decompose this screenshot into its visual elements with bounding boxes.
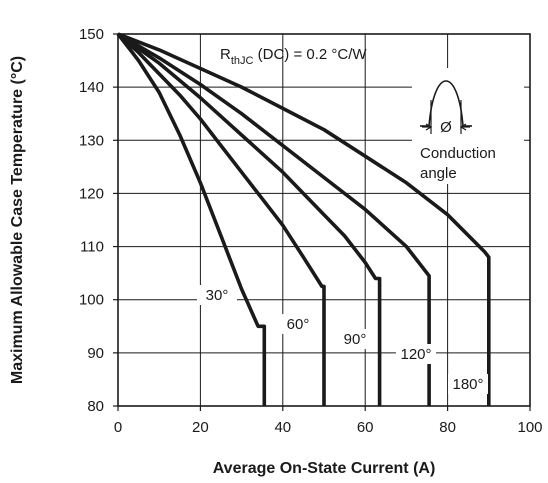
conduction-angle-inset: Ø Conduction angle	[412, 68, 524, 184]
x-tick-label: 20	[192, 419, 209, 436]
curve-label-1: 30°	[206, 287, 229, 304]
y-tick-label: 140	[79, 79, 104, 96]
series-layer	[116, 32, 491, 406]
series-line-3	[116, 32, 382, 406]
rthjc-main: R	[220, 46, 231, 63]
y-tick-label: 80	[87, 398, 104, 415]
y-axis-title: Maximum Allowable Case Temperature (°C)	[9, 56, 26, 384]
x-tick-label: 60	[357, 419, 374, 436]
curve-label-2: 60°	[287, 316, 310, 333]
rthjc-annotation: RthJC (DC) = 0.2 °C/W	[220, 46, 367, 67]
curve-label-3: 90°	[344, 331, 367, 348]
curve-labels: 30° 60° 90° 120° 180°	[197, 285, 488, 394]
y-tick-label: 150	[79, 26, 104, 43]
y-axis-ticks: 80 90 100 110 120 130 140 150	[79, 26, 118, 415]
conduction-label-line1: Conduction	[420, 145, 496, 162]
x-tick-label: 40	[274, 419, 291, 436]
y-tick-label: 100	[79, 292, 104, 309]
curve-label-background	[396, 344, 436, 364]
y-tick-label: 90	[87, 345, 104, 362]
series-line-1	[116, 32, 267, 406]
x-axis-title: Average On-State Current (A)	[213, 460, 436, 477]
half-sine-waveform-icon	[420, 80, 472, 134]
series-line-4	[117, 32, 431, 406]
curve-label-background	[335, 329, 375, 349]
curve-label-4: 120°	[400, 346, 431, 363]
y-tick-label: 120	[79, 185, 104, 202]
y-tick-label: 130	[79, 132, 104, 149]
series-line-2	[116, 32, 326, 406]
curve-label-background	[197, 285, 237, 305]
x-axis-ticks: 0 20 40 60 80 100	[114, 406, 543, 436]
x-tick-label: 100	[517, 419, 542, 436]
rthjc-rest: (DC) = 0.2 °C/W	[253, 46, 367, 63]
x-tick-label: 0	[114, 419, 122, 436]
curve-label-5: 180°	[452, 376, 483, 393]
curve-label-background	[278, 314, 318, 334]
curve-label-background	[448, 374, 488, 394]
rthjc-subscript: thJC	[231, 55, 254, 67]
conduction-label-line2: angle	[420, 165, 457, 182]
x-tick-label: 80	[439, 419, 456, 436]
y-tick-label: 110	[80, 239, 104, 256]
series-line-5	[117, 32, 491, 406]
phi-symbol: Ø	[440, 119, 452, 136]
